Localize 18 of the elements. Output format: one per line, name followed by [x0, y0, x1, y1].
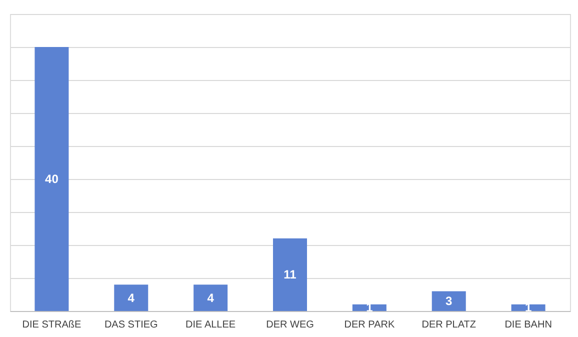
data-label: 4	[207, 290, 214, 305]
x-tick-label: DER PARK	[344, 320, 395, 330]
bar	[34, 47, 69, 311]
bar	[114, 284, 148, 311]
data-label: 40	[45, 172, 59, 186]
bar	[432, 291, 466, 311]
x-tick-label: DER PLATZ	[422, 320, 476, 330]
x-tick-label: DER WEG	[266, 320, 314, 330]
data-label: 11	[284, 268, 297, 282]
bar	[511, 304, 546, 311]
data-label: 4	[128, 290, 135, 305]
data-label: 3	[446, 294, 453, 308]
x-tick-label: DIE STRAßE	[22, 320, 82, 330]
x-tick-label: DIE BAHN	[504, 320, 552, 330]
bar	[273, 238, 307, 311]
x-tick-label: DIE ALLEE	[186, 320, 236, 330]
bar	[194, 284, 228, 311]
x-tick-label: DAS STIEG	[104, 320, 158, 330]
